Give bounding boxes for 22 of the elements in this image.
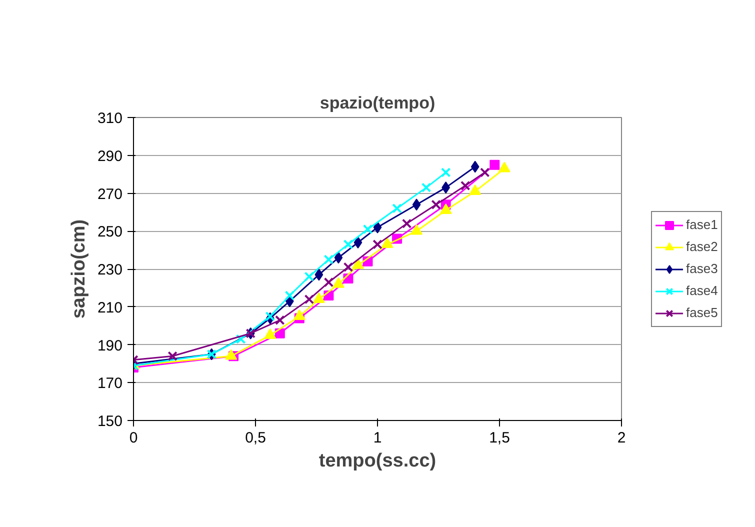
legend-label: fase4 xyxy=(686,282,718,298)
x-tick-label: 2 xyxy=(617,430,626,446)
chart-title: spazio(tempo) xyxy=(320,94,436,112)
y-tick-label: 310 xyxy=(97,110,123,127)
legend-label: fase2 xyxy=(686,238,718,254)
y-tick-label: 230 xyxy=(97,262,123,278)
x-tick-label: 0,5 xyxy=(245,430,266,446)
legend-label: fase5 xyxy=(686,304,718,320)
x-tick-label: 1 xyxy=(373,430,382,446)
y-tick-label: 210 xyxy=(97,299,123,316)
y-tick-label: 170 xyxy=(97,375,123,392)
y-axis-title: sapzio(cm) xyxy=(68,219,90,319)
y-tick-label: 250 xyxy=(97,224,123,241)
y-tick-label: 270 xyxy=(97,186,123,203)
legend-label: fase3 xyxy=(686,260,718,276)
y-tick-label: 150 xyxy=(97,413,123,430)
legend-label: fase1 xyxy=(686,216,718,232)
x-tick-label: 0 xyxy=(129,430,138,446)
y-tick-label: 190 xyxy=(97,337,123,354)
x-axis-title: tempo(ss.cc) xyxy=(318,450,436,472)
x-tick-label: 1,5 xyxy=(489,430,510,446)
y-tick-label: 290 xyxy=(97,148,123,165)
